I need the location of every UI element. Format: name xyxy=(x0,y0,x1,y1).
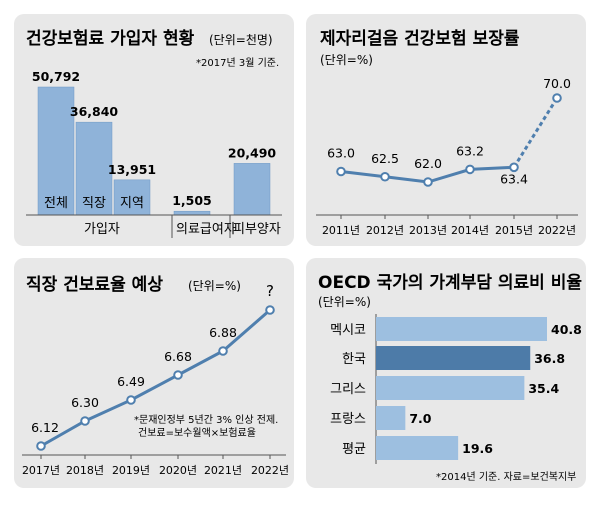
category-label: 프랑스 xyxy=(330,412,366,427)
category-label: 한국 xyxy=(342,352,366,367)
data-point xyxy=(36,441,46,451)
data-label: 6.49 xyxy=(117,374,145,389)
bar xyxy=(37,86,75,216)
chart-note: *2017년 3월 기준. xyxy=(196,57,279,69)
premium-rate-panel: 직장 건보료율 예상 (단위=%) *문재인정부 5년간 3% 인상 전제. 건… xyxy=(14,258,294,488)
data-label: 7.0 xyxy=(409,411,431,426)
bar xyxy=(376,436,459,460)
oecd-panel: OECD 국가의 가계부담 의료비 비율 (단위=%) 멕시코 40.8 한국 36.… xyxy=(306,258,586,488)
data-point xyxy=(126,395,136,405)
data-label: 50,792 xyxy=(32,69,80,84)
series-line xyxy=(40,308,271,448)
x-tick-label: 2014년 xyxy=(451,224,489,237)
data-label: 20,490 xyxy=(228,145,277,160)
data-label: 6.12 xyxy=(31,420,59,435)
data-label: 63.2 xyxy=(456,143,484,158)
data-label: 62.5 xyxy=(371,151,399,166)
data-label: 36,840 xyxy=(70,104,119,119)
x-tick-label: 2012년 xyxy=(366,224,404,237)
bar xyxy=(376,317,547,341)
data-label: 6.30 xyxy=(71,395,99,410)
chart-title: 제자리걸음 건강보험 보장률 xyxy=(320,28,520,49)
x-tick-label: 2022년 xyxy=(538,224,576,237)
group-label: 의료급여자 xyxy=(176,222,236,237)
bar-name-label: 지역 xyxy=(120,196,144,211)
data-point xyxy=(465,164,475,175)
subscriber-status-panel: 건강보험료 가입자 현황 (단위=천명) *2017년 3월 기준. 50,79… xyxy=(14,14,294,246)
data-point xyxy=(218,346,228,356)
data-label: 6.88 xyxy=(209,325,237,340)
premium-rate-chart: 직장 건보료율 예상 (단위=%) *문재인정부 5년간 3% 인상 전제. 건… xyxy=(22,275,289,477)
data-label: 35.4 xyxy=(528,381,559,396)
coverage-rate-panel: 제자리걸음 건강보험 보장률 (단위=%) 63.0 2011년 62.5 2012년… xyxy=(306,14,586,246)
data-label: 1,505 xyxy=(172,193,212,208)
x-tick-label: 2017년 xyxy=(22,464,60,477)
x-tick-label: 2021년 xyxy=(204,464,242,477)
x-tick-label: 2022년 xyxy=(251,464,289,477)
bar xyxy=(173,210,211,216)
bar-name-label: 직장 xyxy=(82,196,106,211)
bar-name-label: 전체 xyxy=(44,196,68,211)
data-point xyxy=(336,166,346,177)
bar xyxy=(376,346,531,370)
x-tick-label: 2013년 xyxy=(409,224,447,237)
x-tick-label: 2011년 xyxy=(322,224,360,237)
chart-note: 건보료=보수월액×보험료율 xyxy=(138,427,256,439)
category-label: 멕시코 xyxy=(330,323,366,338)
chart-note: *2014년 기준. 자료=보건복지부 xyxy=(436,471,576,483)
category-label: 그리스 xyxy=(330,382,366,397)
data-label: 63.4 xyxy=(500,171,528,186)
x-tick-label: 2018년 xyxy=(66,464,104,477)
chart-note: *문재인정부 5년간 3% 인상 전제. xyxy=(134,414,278,426)
chart-unit: (단위=%) xyxy=(318,295,371,309)
data-label: 6.68 xyxy=(164,349,192,364)
data-point xyxy=(173,370,183,380)
data-label: 40.8 xyxy=(551,322,582,337)
data-label: 63.0 xyxy=(327,146,355,161)
group-label: 가입자 xyxy=(84,222,120,237)
bar xyxy=(75,121,113,216)
category-label: 평균 xyxy=(342,442,366,457)
data-label: ? xyxy=(266,282,274,300)
data-point xyxy=(552,93,562,103)
chart-title: 건강보험료 가입자 현황 xyxy=(26,28,195,49)
data-label: 19.6 xyxy=(462,441,493,456)
projection-line xyxy=(512,97,559,169)
group-label: 피부양자 xyxy=(233,222,281,237)
bar xyxy=(376,406,406,430)
chart-title: 직장 건보료율 예상 xyxy=(26,275,163,295)
data-label: 70.0 xyxy=(543,76,571,91)
data-label: 13,951 xyxy=(108,162,156,177)
data-point xyxy=(80,416,90,426)
data-label: 62.0 xyxy=(414,156,442,171)
chart-title: OECD 국가의 가계부담 의료비 비율 xyxy=(318,273,582,293)
x-tick-label: 2015년 xyxy=(495,224,533,237)
data-label: 36.8 xyxy=(534,351,565,366)
oecd-chart: OECD 국가의 가계부담 의료비 비율 (단위=%) 멕시코 40.8 한국 36.… xyxy=(318,273,582,483)
data-point xyxy=(380,171,390,182)
data-point xyxy=(423,177,433,187)
data-point xyxy=(265,305,275,315)
bar xyxy=(233,163,271,216)
bar xyxy=(376,376,525,400)
x-tick-label: 2020년 xyxy=(159,464,197,477)
subscriber-status-chart: 건강보험료 가입자 현황 (단위=천명) *2017년 3월 기준. 50,79… xyxy=(26,28,282,238)
data-point xyxy=(509,162,519,173)
chart-unit: (단위=%) xyxy=(320,53,373,67)
chart-unit: (단위=%) xyxy=(188,279,241,293)
coverage-rate-chart: 제자리걸음 건강보험 보장률 (단위=%) 63.0 2011년 62.5 2012년… xyxy=(316,28,578,237)
chart-unit: (단위=천명) xyxy=(209,32,273,47)
bar xyxy=(113,179,151,216)
x-tick-label: 2019년 xyxy=(112,464,150,477)
